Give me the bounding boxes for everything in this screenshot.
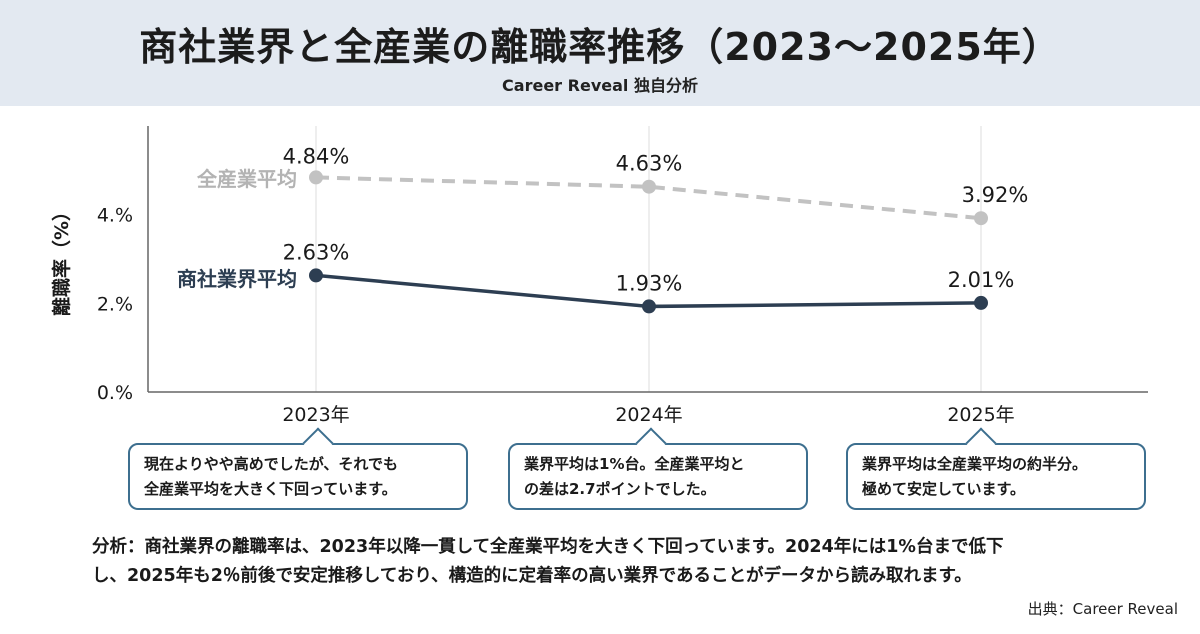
x-tick-label: 2024年 bbox=[615, 404, 682, 426]
y-tick-label: 4.% bbox=[97, 205, 133, 227]
data-label: 2.63% bbox=[283, 240, 350, 264]
series-point bbox=[974, 295, 988, 310]
callout-2024-line1: 業界平均は1%台。全産業平均と bbox=[524, 455, 745, 473]
series-name-label: 商社業界平均 bbox=[177, 267, 297, 291]
y-tick-labels: 0.% 2.% 4.% bbox=[97, 205, 133, 404]
data-label: 3.92% bbox=[962, 183, 1029, 207]
series-layer bbox=[309, 170, 988, 314]
x-tick-label: 2023年 bbox=[282, 404, 349, 426]
series-line-0 bbox=[315, 175, 982, 221]
data-label: 1.93% bbox=[616, 271, 683, 295]
analysis-line-1: 分析：商社業界の離職率は、2023年以降一貫して全産業平均を大きく下回っています… bbox=[92, 537, 1004, 557]
callout-2023-line2: 全産業平均を大きく下回っています。 bbox=[144, 480, 397, 498]
callout-2023-line1: 現在よりやや高めでしたが、それでも bbox=[144, 455, 398, 473]
series-point bbox=[642, 299, 656, 314]
grid-lines bbox=[315, 126, 982, 392]
y-axis-label: 離職率（%） bbox=[50, 202, 73, 316]
x-tick-label: 2025年 bbox=[947, 404, 1014, 426]
y-tick-label: 2.% bbox=[97, 293, 133, 315]
chart-subtitle: Career Reveal 独自分析 bbox=[502, 76, 698, 95]
x-tick-labels: 2023年 2024年 2025年 bbox=[282, 404, 1014, 426]
data-label: 4.63% bbox=[616, 152, 683, 176]
callout-2024-line2: の差は2.7ポイントでした。 bbox=[524, 480, 716, 498]
series-point bbox=[642, 179, 656, 194]
series-point bbox=[309, 268, 323, 283]
callout-2023: 現在よりやや高めでしたが、それでも 全産業平均を大きく下回っています。 bbox=[128, 443, 468, 510]
header-band bbox=[0, 0, 1200, 106]
chart-title: 商社業界と全産業の離職率推移（2023〜2025年） bbox=[139, 25, 1061, 69]
callout-2025-line2: 極めて安定しています。 bbox=[862, 480, 1026, 498]
series-point bbox=[974, 211, 988, 226]
data-label: 2.01% bbox=[948, 268, 1015, 292]
source-credit: 出典：Career Reveal bbox=[1027, 600, 1178, 618]
data-labels: 4.84% 4.63% 3.92% 全産業平均 2.63% 1.93% 2.01% 商社業界平… bbox=[177, 144, 1028, 295]
callout-2025-line1: 業界平均は全産業平均の約半分。 bbox=[862, 455, 1088, 473]
analysis-text: 分析：商社業界の離職率は、2023年以降一貫して全産業平均を大きく下回っています… bbox=[92, 533, 1152, 591]
analysis-line-2: し、2025年も2％前後で安定推移しており、構造的に定着率の高い業界であることが… bbox=[92, 566, 972, 586]
callout-2024: 業界平均は1%台。全産業平均と の差は2.7ポイントでした。 bbox=[508, 443, 808, 510]
series-point bbox=[309, 170, 323, 185]
callout-2025: 業界平均は全産業平均の約半分。 極めて安定しています。 bbox=[846, 443, 1146, 510]
series-name-label: 全産業平均 bbox=[196, 167, 297, 191]
data-label: 4.84% bbox=[283, 144, 350, 168]
line-chart: 離職率（%） 0.%2.%4.% 2023年 2024年 2025年 4.84% 4.… bbox=[50, 126, 1148, 426]
y-tick-label: 0.% bbox=[97, 382, 133, 404]
